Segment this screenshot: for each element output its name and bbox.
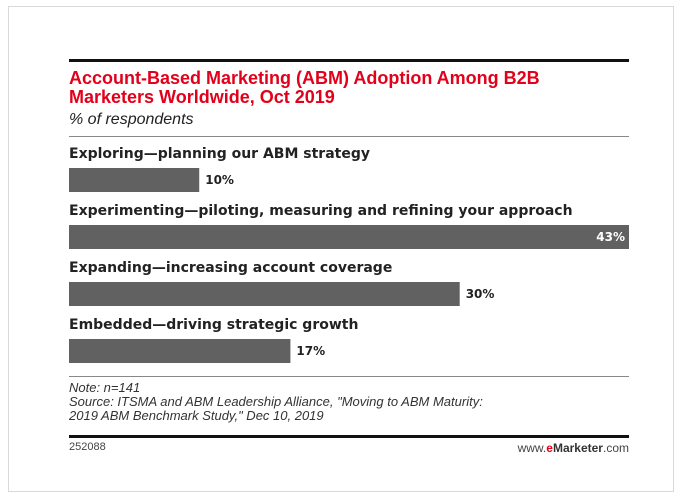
top-rule xyxy=(69,59,629,62)
source-line-2: 2019 ABM Benchmark Study," Dec 10, 2019 xyxy=(69,408,324,423)
brand-suffix: .com xyxy=(602,441,629,455)
category-label: Embedded—driving strategic growth xyxy=(69,317,358,333)
source-line-1: Source: ITSMA and ABM Leadership Allianc… xyxy=(69,394,483,409)
bar-chart: Exploring—planning our ABM strategy 10% Ex… xyxy=(69,146,629,363)
bottom-rule xyxy=(69,435,629,438)
value-label: 17% xyxy=(296,344,325,358)
chart-frame: Account-Based Marketing (ABM) Adoption A… xyxy=(8,6,674,492)
chart-notes: Note: n=141 Source: ITSMA and ABM Leader… xyxy=(69,381,629,423)
value-label: 10% xyxy=(205,173,234,187)
bar xyxy=(69,282,460,306)
subtitle-rule xyxy=(69,136,629,137)
note-text: Note: n=141 xyxy=(69,380,141,395)
brand-prefix: www. xyxy=(517,441,547,455)
category-label: Exploring—planning our ABM strategy xyxy=(69,146,370,162)
value-label: 30% xyxy=(466,287,495,301)
footer-rule xyxy=(69,376,629,377)
category-label: Experimenting—piloting, measuring and re… xyxy=(69,203,573,219)
brand-highlight: e xyxy=(546,441,553,455)
bar xyxy=(69,225,629,249)
value-label: 43% xyxy=(596,230,625,244)
chart-title: Account-Based Marketing (ABM) Adoption A… xyxy=(69,68,540,107)
brand-name: Marketer xyxy=(552,441,603,455)
category-label: Expanding—increasing account coverage xyxy=(69,260,392,276)
chart-subtitle: % of respondents xyxy=(69,111,194,128)
bar xyxy=(69,168,200,192)
brand-logo: www.eMarketer.com xyxy=(518,441,629,455)
bar xyxy=(69,339,291,363)
chart-id: 252088 xyxy=(69,441,106,453)
